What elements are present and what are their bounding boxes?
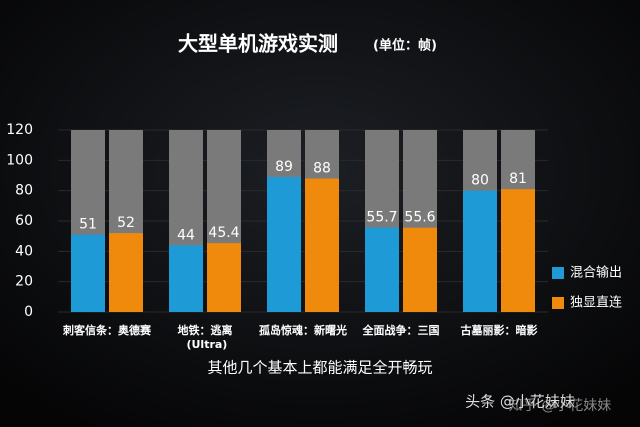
legend-label: 独显直连 — [570, 295, 622, 311]
x-tick-label: 刺客信条：奥德赛 — [62, 323, 152, 337]
x-tick-label: 全面战争：三国 — [362, 323, 440, 337]
x-tick-label: 地铁：逃离 (Ultra) — [178, 323, 233, 351]
data-label: 80 — [471, 173, 489, 189]
bar — [403, 227, 437, 312]
bar — [305, 178, 339, 312]
y-tick-label: 40 — [15, 243, 33, 259]
data-label: 45.4 — [208, 225, 239, 241]
x-tick-label: 孤岛惊魂：新曙光 — [259, 323, 347, 337]
bar — [207, 243, 241, 312]
data-label: 89 — [275, 159, 293, 175]
data-label: 81 — [509, 171, 527, 187]
chart-subtitle: (单位：帧) — [373, 38, 437, 54]
bar — [169, 245, 203, 312]
bar — [267, 177, 301, 312]
data-label: 51 — [79, 217, 97, 233]
y-tick-label: 60 — [15, 213, 33, 229]
y-tick-label: 20 — [15, 274, 33, 290]
bar — [365, 227, 399, 312]
legend-swatch — [552, 297, 564, 309]
y-tick-label: 0 — [24, 304, 33, 320]
y-tick-label: 100 — [6, 152, 33, 168]
bar — [501, 189, 535, 312]
data-label: 88 — [313, 161, 331, 177]
legend-label: 混合输出 — [570, 265, 622, 281]
x-tick-label: 古墓丽影：暗影 — [461, 323, 538, 337]
y-tick-label: 80 — [15, 183, 33, 199]
data-label: 52 — [117, 215, 135, 231]
data-label: 44 — [177, 227, 195, 243]
watermark: 头条 @小花妹妹 — [465, 393, 575, 411]
data-label: 55.6 — [404, 210, 435, 226]
bar — [71, 234, 105, 312]
chart-title: 大型单机游戏实测 — [178, 32, 338, 56]
y-tick-label: 120 — [6, 122, 33, 138]
watermark: 知乎 @小花妹妹 — [509, 397, 611, 414]
data-label: 55.7 — [366, 210, 397, 226]
bar — [109, 233, 143, 312]
bar — [463, 190, 497, 312]
caption: 其他几个基本上都能满足全开畅玩 — [207, 359, 432, 377]
legend-swatch — [552, 267, 564, 279]
